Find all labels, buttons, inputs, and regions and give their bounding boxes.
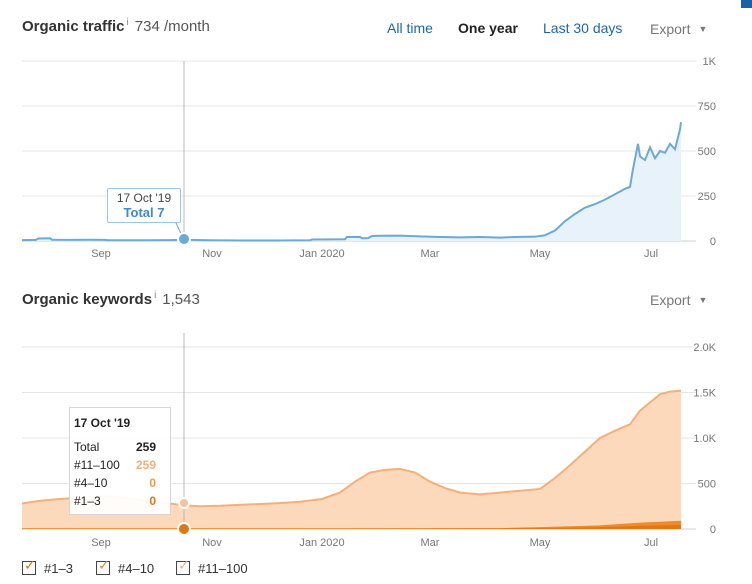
y-tick-label: 1K xyxy=(703,56,717,68)
keywords-header: Organic keywords i 1,543 xyxy=(22,290,200,308)
keywords-tooltip-value: 0 xyxy=(149,494,156,508)
legend-label: #11–100 xyxy=(198,561,248,576)
keywords-info-icon[interactable]: i xyxy=(154,290,157,301)
keywords-tooltip-label: #11–100 xyxy=(74,458,120,472)
traffic-header: Organic traffic i 734 /month xyxy=(22,17,210,35)
y-tick-label: 0 xyxy=(710,524,716,536)
y-tick-label: 750 xyxy=(698,101,716,113)
x-tick-label: May xyxy=(530,537,551,549)
x-tick-label: Mar xyxy=(421,248,440,260)
traffic-export-button[interactable]: Export ▼ xyxy=(650,21,707,37)
chevron-down-icon: ▼ xyxy=(698,295,708,305)
keywords-tooltip-value: 259 xyxy=(135,458,156,472)
x-tick-label: Nov xyxy=(202,537,222,549)
traffic-value: 734 /month xyxy=(134,18,210,35)
keywords-tooltip-label: #1–3 xyxy=(74,494,101,508)
keywords-tooltip-value: 0 xyxy=(149,476,156,490)
x-tick-label: Jul xyxy=(644,248,658,260)
y-tick-label: 1.5K xyxy=(693,388,716,400)
keywords-title: Organic keywords xyxy=(22,291,153,308)
tab-one-year[interactable]: One year xyxy=(458,20,518,36)
keywords-tooltip-row: Total 259 xyxy=(74,440,156,454)
traffic-line xyxy=(21,122,682,242)
tab-last-30-days[interactable]: Last 30 days xyxy=(543,20,623,36)
window-corner xyxy=(741,0,752,8)
keywords-area-11-100 xyxy=(22,390,681,529)
x-tick-label: Sep xyxy=(91,248,111,260)
legend-item-1-3[interactable]: ✓ #1–3 xyxy=(22,557,73,576)
keywords-hover-point-11-100 xyxy=(178,497,190,509)
traffic-export-label: Export xyxy=(650,21,691,37)
keywords-tooltip-row: #11–100 259 xyxy=(74,458,156,472)
keywords-export-label: Export xyxy=(650,292,691,308)
keywords-tooltip-label: #4–10 xyxy=(74,476,108,490)
x-tick-label: Jul xyxy=(644,537,658,549)
checkbox-icon[interactable]: ✓ xyxy=(22,557,36,575)
legend-item-4-10[interactable]: ✓ #4–10 xyxy=(96,557,155,576)
checkbox-icon[interactable]: ✓ xyxy=(176,557,190,575)
y-tick-label: 0 xyxy=(710,236,716,248)
x-tick-label: Nov xyxy=(202,248,222,260)
legend-item-11-100[interactable]: ✓ #11–100 xyxy=(176,557,248,576)
traffic-tooltip: 17 Oct '19 Total 7 xyxy=(107,188,181,223)
traffic-tooltip-date: 17 Oct '19 xyxy=(116,191,172,205)
keywords-area-1-3 xyxy=(22,524,681,529)
x-tick-label: May xyxy=(530,248,551,260)
x-tick-label: Sep xyxy=(91,537,111,549)
x-tick-label: Jan 2020 xyxy=(299,248,344,260)
keywords-value: 1,543 xyxy=(162,291,200,308)
traffic-area xyxy=(22,122,681,241)
traffic-title: Organic traffic xyxy=(22,18,125,35)
y-tick-label: 500 xyxy=(698,146,716,158)
legend-label: #1–3 xyxy=(44,561,73,576)
traffic-hover-point xyxy=(177,232,191,246)
y-tick-label: 2.0K xyxy=(693,342,716,354)
x-tick-label: Jan 2020 xyxy=(299,537,344,549)
y-tick-label: 250 xyxy=(698,191,716,203)
traffic-tooltip-total: Total 7 xyxy=(123,205,165,220)
traffic-info-icon[interactable]: i xyxy=(126,17,129,28)
tab-all-time[interactable]: All time xyxy=(387,20,433,36)
keywords-tooltip-row: #4–10 0 xyxy=(74,476,156,490)
y-tick-label: 1.0K xyxy=(693,433,716,445)
keywords-export-button[interactable]: Export ▼ xyxy=(650,292,707,308)
legend-label: #4–10 xyxy=(118,561,155,576)
traffic-chart: 1K 750 500 250 0 Sep Nov Jan 2020 Mar May Jul xyxy=(21,56,717,260)
checkbox-icon[interactable]: ✓ xyxy=(96,557,110,575)
keywords-tooltip-value: 259 xyxy=(135,440,156,454)
y-tick-label: 500 xyxy=(698,479,716,491)
keywords-hover-point-1-3 xyxy=(177,522,191,536)
x-tick-label: Mar xyxy=(421,537,440,549)
keywords-tooltip-label: Total xyxy=(74,440,100,454)
keywords-tooltip: 17 Oct '19 Total 259 #11–100 259 #4–10 0… xyxy=(69,407,171,515)
keywords-tooltip-row: #1–3 0 xyxy=(74,494,156,508)
chevron-down-icon: ▼ xyxy=(698,24,708,34)
keywords-tooltip-date: 17 Oct '19 xyxy=(74,416,131,430)
